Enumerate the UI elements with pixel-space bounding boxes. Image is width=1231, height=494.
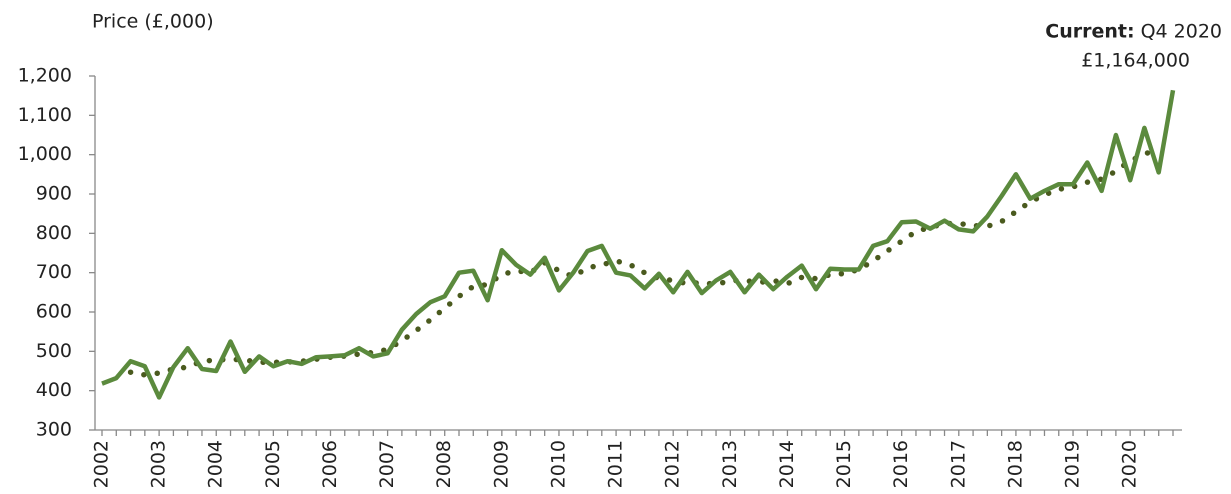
y-tick-label: 700 [36, 261, 72, 283]
x-tick-label: 2007 [376, 440, 398, 488]
x-tick-label: 2020 [1119, 440, 1141, 488]
x-tick-label: 2003 [148, 440, 170, 488]
y-tick-label: 800 [36, 222, 72, 244]
y-tick-label: 900 [36, 183, 72, 205]
price-line [101, 89, 1176, 400]
y-tick-label: 1,000 [18, 143, 72, 165]
x-tick-label: 2006 [319, 440, 341, 488]
x-tick-label: 2011 [605, 440, 627, 488]
x-tick-label: 2015 [833, 440, 855, 488]
x-tick-label: 2019 [1062, 440, 1084, 488]
x-tick-label: 2002 [91, 440, 113, 488]
x-tick-label: 2018 [1004, 440, 1026, 488]
x-tick-label: 2014 [776, 440, 798, 488]
x-tick-label: 2013 [719, 440, 741, 488]
annotation-period: Q4 2020 [1141, 21, 1222, 43]
y-axis-label: Price (£,000) [92, 11, 214, 33]
x-tick-label: 2005 [262, 440, 284, 488]
x-tick-label: 2012 [662, 440, 684, 488]
annotation-value: £1,164,000 [1081, 50, 1190, 72]
x-tick-label: 2004 [205, 440, 227, 488]
y-tick-label: 1,100 [18, 104, 72, 126]
y-tick-label: 500 [36, 340, 72, 362]
x-tick-label: 2009 [490, 440, 512, 488]
annotation-label: Current: [1045, 21, 1134, 43]
x-tick-label: 2010 [547, 440, 569, 488]
x-tick-label: 2016 [890, 440, 912, 488]
x-tick-label: 2017 [947, 440, 969, 488]
trend-line [127, 144, 1162, 378]
y-tick-label: 600 [36, 301, 72, 323]
y-tick-label: 1,200 [18, 65, 72, 87]
y-tick-label: 300 [36, 419, 72, 441]
x-tick-label: 2008 [433, 440, 455, 488]
y-tick-label: 400 [36, 379, 72, 401]
